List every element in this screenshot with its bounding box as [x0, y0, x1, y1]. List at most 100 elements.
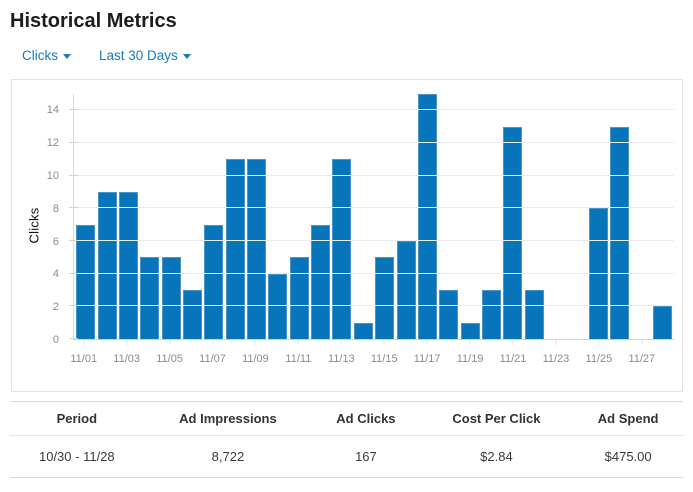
x-tick-label: 11/11: [285, 353, 312, 365]
bar-slot: [289, 94, 310, 339]
y-tick-mark: [69, 142, 78, 143]
x-tick-label: 11/15: [370, 353, 398, 365]
bars-container: [74, 94, 674, 339]
bar: [652, 306, 672, 339]
x-tick-mark: [512, 339, 514, 345]
x-tick-label: 11/07: [199, 353, 226, 365]
y-tick-mark: [69, 174, 78, 176]
bar-slot: [160, 94, 181, 339]
y-tick-label: 6: [52, 235, 59, 248]
y-tick-label: 0: [52, 334, 59, 346]
bar-slot: [225, 94, 246, 339]
bar-slot: [310, 94, 331, 339]
bar-slot: [588, 94, 609, 339]
x-tick-label: 11/03: [113, 353, 141, 365]
bar-slot: [203, 94, 224, 339]
bar: [161, 257, 181, 339]
bar-slot: [566, 94, 587, 339]
gridline: [74, 240, 674, 241]
x-tick-mark: [254, 339, 256, 345]
metrics-table: Period Ad Impressions Ad Clicks Cost Per Cl…: [10, 401, 683, 478]
bar: [503, 126, 523, 339]
x-tick-label: 11/23: [542, 353, 570, 365]
table-cell: 167: [312, 435, 420, 478]
bar-slot: [182, 94, 203, 339]
gridline: [74, 109, 674, 111]
bar-slot: [417, 94, 438, 339]
x-tick-mark: [383, 339, 385, 345]
bar: [610, 126, 630, 339]
x-axis-labels: 11/01 11/03 11/05 11/07 11/09 11/11 11/13 11/15…: [70, 353, 674, 367]
table-header-cell: Period: [10, 401, 144, 436]
bar-slot: [524, 94, 545, 339]
table-cell: 8,722: [143, 435, 313, 478]
table-cell: $2.84: [419, 435, 574, 478]
y-tick-mark: [69, 207, 78, 209]
bar-slot: [395, 94, 416, 339]
date-range-dropdown[interactable]: Last 30 Days: [99, 48, 191, 63]
bar-slot: [502, 94, 523, 339]
x-tick-label: 11/25: [585, 353, 613, 365]
x-tick-label: 11/17: [413, 353, 441, 365]
bar: [247, 159, 267, 339]
bar: [482, 290, 501, 339]
x-axis-ticks: [73, 339, 674, 345]
bar-slot: [96, 94, 117, 339]
y-tick-mark: [69, 240, 78, 241]
table-cell: 10/30 - 11/28: [10, 435, 144, 478]
bar-slot: [609, 94, 630, 339]
x-tick-label: 11/09: [242, 353, 269, 365]
x-tick-label: 11/19: [456, 353, 484, 365]
bar-slot: [331, 94, 352, 339]
x-tick-mark: [126, 339, 128, 345]
y-tick-mark: [69, 272, 78, 274]
gridline: [74, 207, 674, 209]
table-row: 10/30 - 11/28 8,722 167 $2.84 $475.00: [10, 435, 683, 478]
bar: [460, 322, 480, 339]
metric-dropdown[interactable]: Clicks: [22, 48, 71, 63]
x-tick-mark: [340, 339, 342, 345]
bar: [332, 159, 352, 339]
gridline: [74, 305, 674, 307]
bar: [289, 257, 309, 339]
bar-slot: [246, 94, 267, 339]
table-cell: $475.00: [573, 435, 683, 478]
bar: [225, 159, 245, 339]
x-tick-mark: [426, 339, 428, 345]
x-tick-label: 11/13: [327, 353, 355, 365]
bar-slot: [438, 94, 459, 339]
page-title: Historical Metrics: [10, 10, 177, 32]
bar: [588, 208, 608, 339]
bar-slot: [545, 94, 566, 339]
bar: [417, 94, 437, 339]
caret-down-icon: [182, 54, 191, 59]
table-header-cell: Ad Spend: [573, 401, 683, 436]
bar-slot: [374, 94, 395, 339]
x-tick-mark: [169, 339, 171, 345]
bar-slot: [118, 94, 139, 339]
bar: [311, 224, 331, 339]
x-tick-mark: [83, 339, 85, 345]
bar: [204, 224, 224, 339]
x-tick-label: 11/01: [70, 353, 98, 365]
x-tick-mark: [555, 339, 557, 345]
bar-slot: [481, 94, 502, 339]
bar: [140, 257, 160, 339]
bar-slot: [267, 94, 288, 339]
y-axis-labels: 0 2 4 6 8 10 12 14: [12, 94, 73, 346]
gridline: [74, 272, 674, 274]
y-tick-label: 12: [46, 137, 59, 150]
y-tick-label: 10: [46, 170, 59, 182]
x-tick-mark: [212, 339, 214, 345]
bar: [524, 290, 544, 339]
table-header-cell: Ad Clicks: [312, 401, 420, 436]
y-tick-label: 2: [52, 301, 59, 314]
clicks-bar-chart: Clicks 0 2 4 6 8 10 12 14 11/01 11/03 11/05 11/07 1…: [11, 79, 683, 392]
chart-filters: Clicks Last 30 Days: [22, 48, 693, 63]
plot-area: [69, 94, 674, 340]
table-header-cell: Cost Per Click: [419, 401, 574, 436]
x-tick-mark: [469, 339, 471, 345]
x-tick-label: 11/27: [628, 353, 656, 365]
y-tick-label: 8: [52, 202, 59, 215]
table-header-cell: Ad Impressions: [143, 401, 313, 436]
